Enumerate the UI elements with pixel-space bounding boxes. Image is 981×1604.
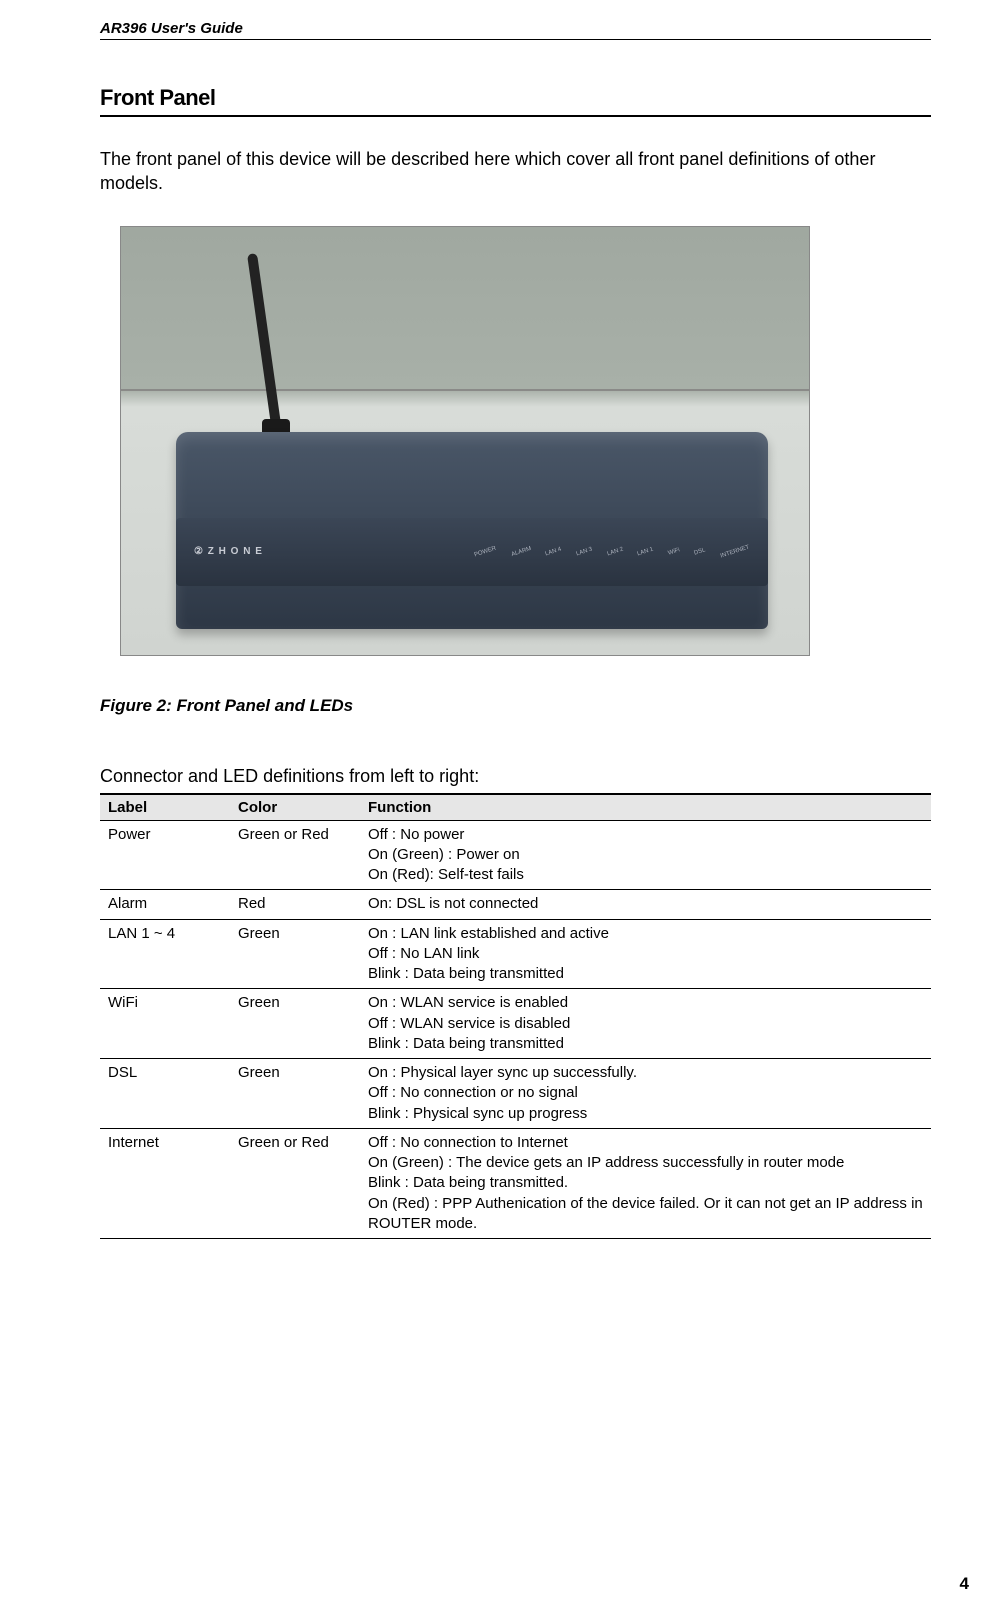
- cell-function: Off : No connection to InternetOn (Green…: [360, 1128, 931, 1238]
- doc-header-title: AR396 User's Guide: [100, 20, 931, 39]
- led-label: INTERNET: [720, 544, 750, 559]
- cell-function: On: DSL is not connected: [360, 890, 931, 919]
- cell-function: On : WLAN service is enabledOff : WLAN s…: [360, 989, 931, 1059]
- th-color: Color: [230, 794, 360, 821]
- led-table: Label Color Function PowerGreen or RedOf…: [100, 793, 931, 1240]
- page-number: 4: [960, 1574, 969, 1594]
- led-label: LAN 4: [545, 546, 563, 557]
- led-label: POWER: [474, 546, 497, 559]
- section-title: Front Panel: [100, 85, 931, 117]
- table-row: AlarmRedOn: DSL is not connected: [100, 890, 931, 919]
- antenna-icon: [247, 253, 282, 432]
- device-photo: ② Z H O N E POWER ALARM LAN 4 LAN 3 LAN 2 LAN…: [120, 226, 810, 656]
- cell-label: WiFi: [100, 989, 230, 1059]
- cell-color: Green or Red: [230, 1128, 360, 1238]
- led-label: DSL: [693, 547, 706, 556]
- cell-color: Green: [230, 1059, 360, 1129]
- section-intro: The front panel of this device will be d…: [100, 147, 931, 196]
- th-function: Function: [360, 794, 931, 821]
- table-row: WiFiGreenOn : WLAN service is enabledOff…: [100, 989, 931, 1059]
- led-label: LAN 3: [575, 546, 593, 557]
- header-rule: [100, 39, 931, 40]
- cell-color: Green: [230, 989, 360, 1059]
- table-row: InternetGreen or RedOff : No connection …: [100, 1128, 931, 1238]
- cell-color: Red: [230, 890, 360, 919]
- cell-label: Internet: [100, 1128, 230, 1238]
- cell-function: On : Physical layer sync up successfully…: [360, 1059, 931, 1129]
- cell-label: LAN 1 ~ 4: [100, 919, 230, 989]
- led-label: WiFi: [667, 547, 680, 556]
- led-strip: POWERALARMLAN 4LAN 3LAN 2LAN 1WiFiDSLINT…: [474, 549, 750, 555]
- table-intro: Connector and LED definitions from left …: [100, 766, 931, 787]
- cell-color: Green: [230, 919, 360, 989]
- cell-function: Off : No powerOn (Green) : Power onOn (R…: [360, 820, 931, 890]
- led-label: LAN 1: [637, 546, 655, 557]
- led-label: ALARM: [510, 546, 532, 558]
- cell-function: On : LAN link established and activeOff …: [360, 919, 931, 989]
- th-label: Label: [100, 794, 230, 821]
- cell-label: Power: [100, 820, 230, 890]
- photo-bg-split: [121, 389, 809, 391]
- table-row: LAN 1 ~ 4GreenOn : LAN link established …: [100, 919, 931, 989]
- table-row: DSLGreenOn : Physical layer sync up succ…: [100, 1059, 931, 1129]
- cell-label: Alarm: [100, 890, 230, 919]
- cell-color: Green or Red: [230, 820, 360, 890]
- page: AR396 User's Guide Front Panel The front…: [0, 0, 981, 1604]
- brand-label: ② Z H O N E: [194, 546, 263, 557]
- router-front-strip: ② Z H O N E POWER ALARM LAN 4 LAN 3 LAN 2 LAN…: [176, 518, 768, 586]
- table-header-row: Label Color Function: [100, 794, 931, 821]
- table-row: PowerGreen or RedOff : No powerOn (Green…: [100, 820, 931, 890]
- led-label: LAN 2: [606, 546, 624, 557]
- cell-label: DSL: [100, 1059, 230, 1129]
- figure-caption: Figure 2: Front Panel and LEDs: [100, 696, 931, 716]
